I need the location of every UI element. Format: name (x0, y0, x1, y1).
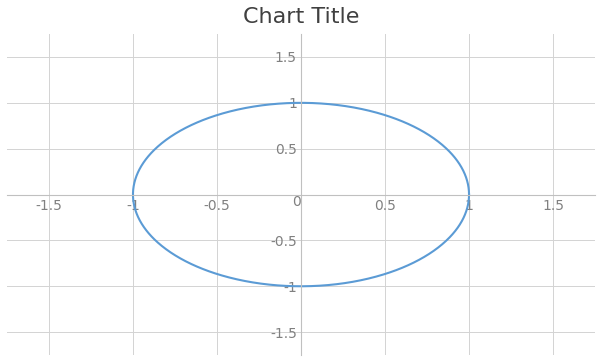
Title: Chart Title: Chart Title (243, 7, 359, 27)
Text: 0: 0 (292, 194, 301, 209)
